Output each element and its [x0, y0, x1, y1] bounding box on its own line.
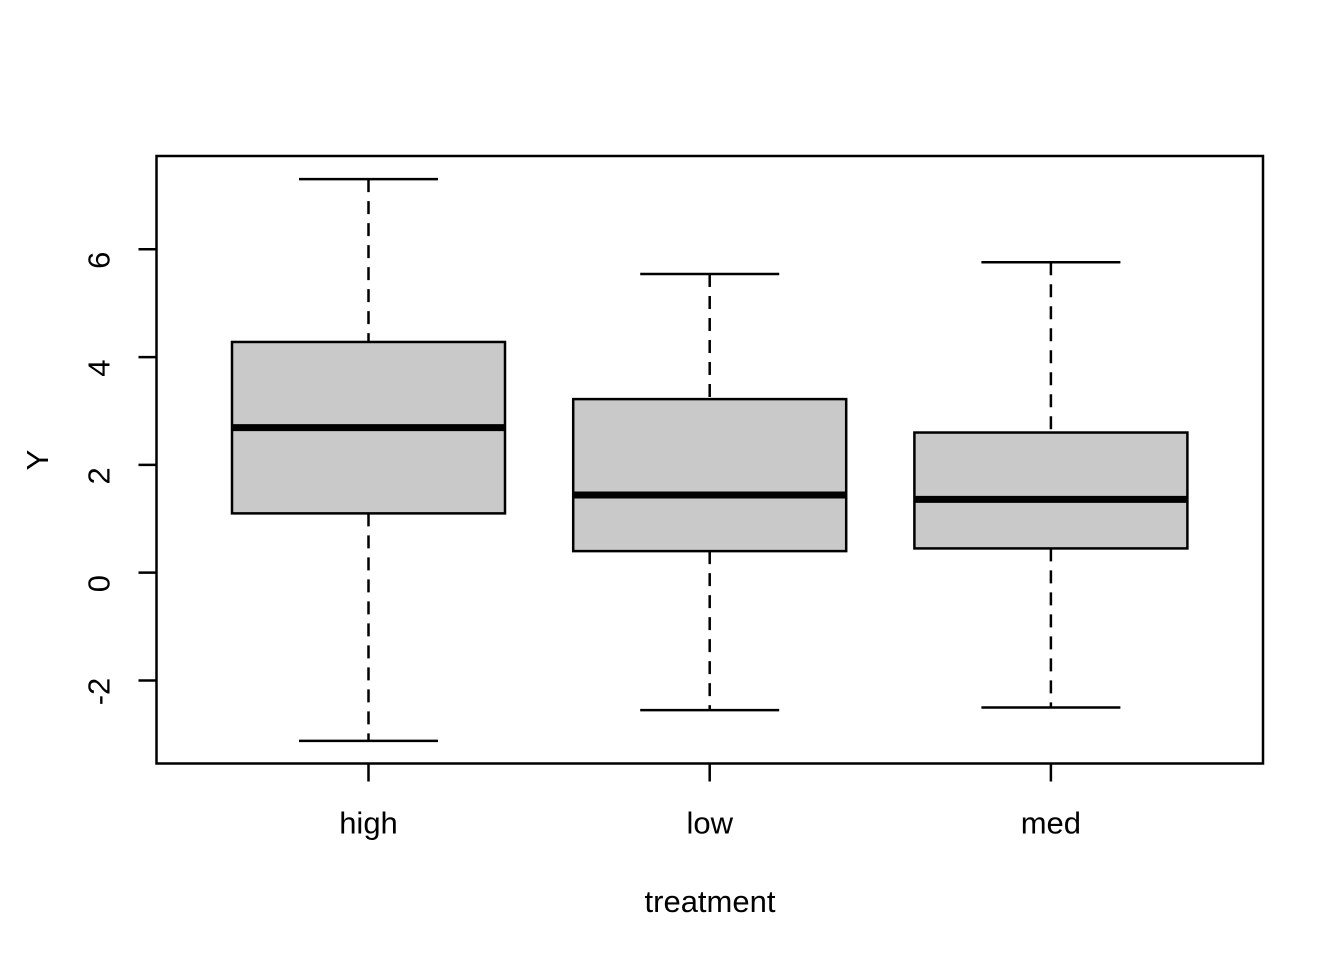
x-tick-label-low: low: [686, 806, 733, 841]
x-axis-title: treatment: [644, 884, 776, 919]
box-med: [913, 431, 1189, 550]
y-tick-label: 0: [82, 575, 117, 592]
x-tick-label-high: high: [339, 806, 398, 841]
box-low: [571, 397, 848, 553]
y-tick-label: 6: [82, 252, 117, 269]
x-tick-label-med: med: [1021, 806, 1081, 841]
y-tick-label: -2: [82, 678, 117, 706]
y-axis-title: Y: [20, 449, 55, 471]
y-tick-label: 4: [82, 359, 117, 376]
y-tick-label: 2: [82, 467, 117, 484]
